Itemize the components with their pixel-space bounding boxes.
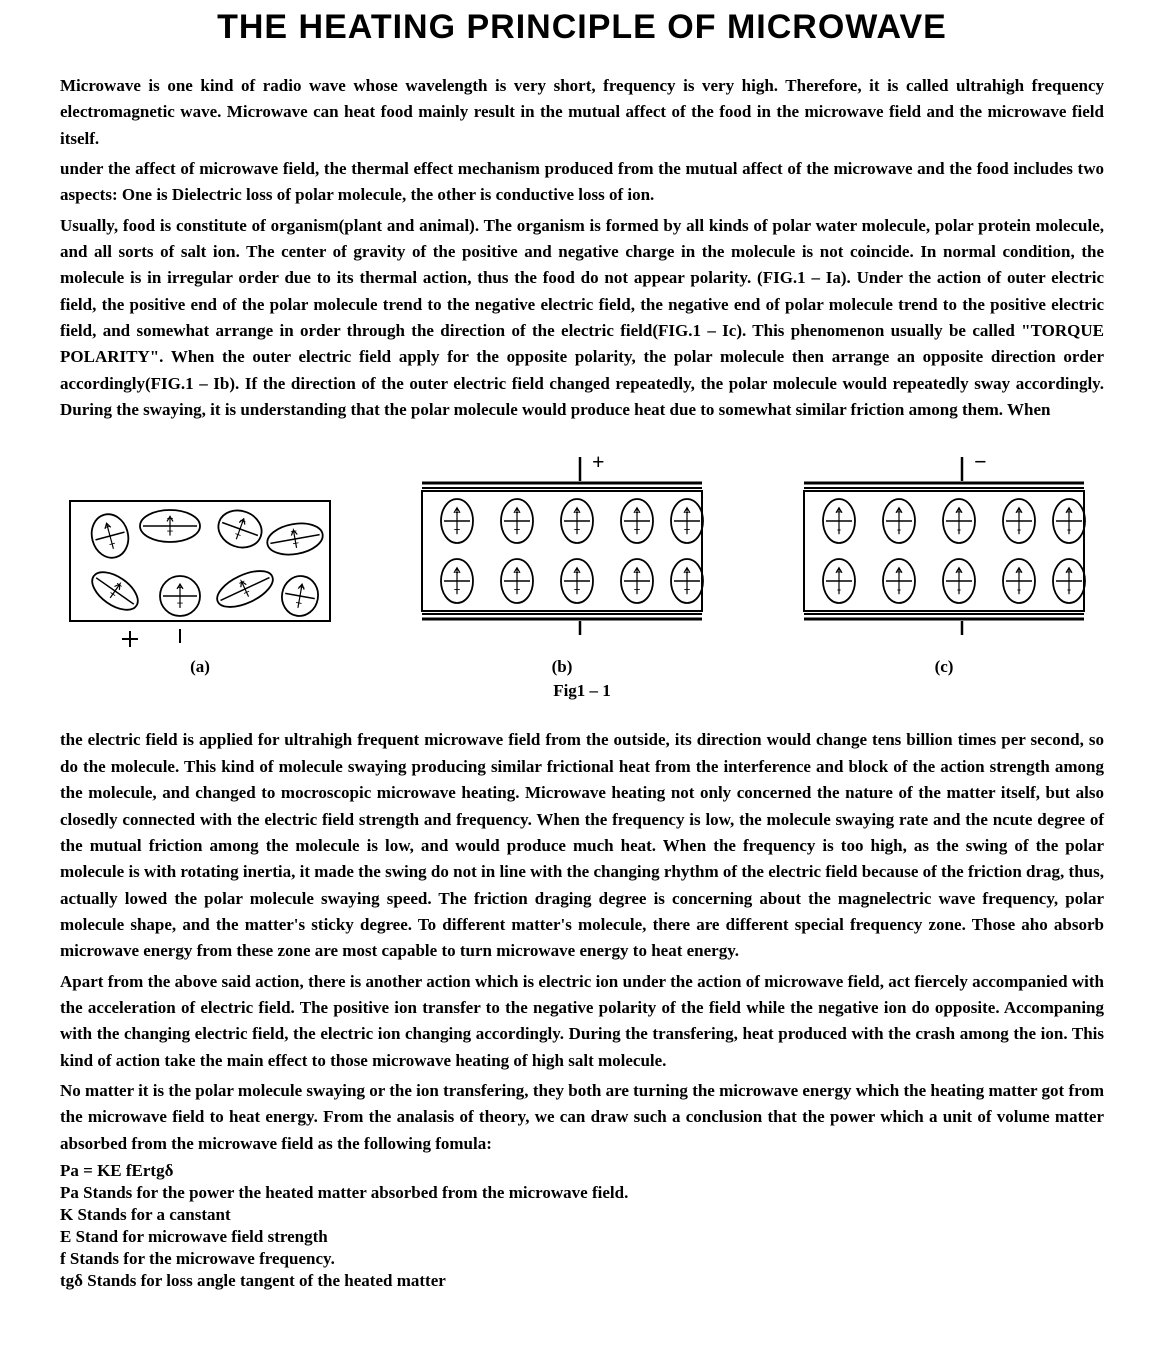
definition-f: f Stands for the microwave frequency. [60, 1249, 1104, 1269]
figure-row: +−+−+−+−+−+−+−+− (a) +-+-+-+-+-+-+-+-+-+… [60, 451, 1104, 677]
svg-text:−: − [974, 451, 987, 474]
paragraph-5: Apart from the above said action, there … [60, 969, 1104, 1074]
figure-a-caption: (a) [190, 657, 210, 677]
formula: Pa = KE fErtgδ [60, 1161, 1104, 1181]
paragraph-4: the electric field is applied for ultrah… [60, 727, 1104, 964]
definition-pa: Pa Stands for the power the heated matte… [60, 1183, 1104, 1203]
figure-a: +−+−+−+−+−+−+−+− (a) [60, 471, 340, 677]
figure-c: −+-+-+-+-+-+-+-+-+-+- (c) [784, 451, 1104, 677]
figure-c-caption: (c) [935, 657, 954, 677]
paragraph-2: under the affect of microwave field, the… [60, 156, 1104, 209]
svg-text:+: + [592, 451, 605, 474]
figure-b-caption: (b) [552, 657, 573, 677]
paragraph-1: Microwave is one kind of radio wave whos… [60, 73, 1104, 152]
definition-tgd: tgδ Stands for loss angle tangent of the… [60, 1271, 1104, 1291]
paragraph-6: No matter it is the polar molecule swayi… [60, 1078, 1104, 1157]
page-title: THE HEATING PRINCIPLE OF MICROWAVE [60, 8, 1104, 47]
diagram-c-icon: −+-+-+-+-+-+-+-+-+-+- [784, 451, 1104, 651]
diagram-b-icon: +-+-+-+-+-+-+-+-+-+-+ [402, 451, 722, 651]
figure-b: +-+-+-+-+-+-+-+-+-+-+ (b) [402, 451, 722, 677]
definition-k: K Stands for a canstant [60, 1205, 1104, 1225]
paragraph-3: Usually, food is constitute of organism(… [60, 213, 1104, 424]
diagram-a-icon: +−+−+−+−+−+−+−+− [60, 471, 340, 651]
definition-e: E Stand for microwave field strength [60, 1227, 1104, 1247]
figure-master-caption: Fig1 – 1 [60, 681, 1104, 701]
